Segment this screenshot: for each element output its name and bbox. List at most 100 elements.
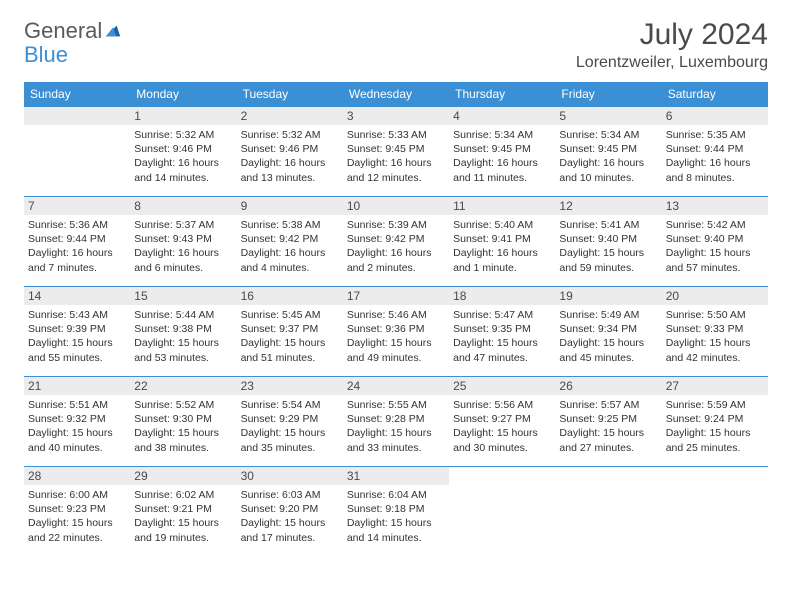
sunset-text: Sunset: 9:46 PM (134, 142, 232, 156)
sunset-text: Sunset: 9:30 PM (134, 412, 232, 426)
sunrise-text: Sunrise: 6:00 AM (28, 488, 126, 502)
day-info: Sunrise: 5:34 AMSunset: 9:45 PMDaylight:… (453, 128, 551, 185)
day-info: Sunrise: 6:04 AMSunset: 9:18 PMDaylight:… (347, 488, 445, 545)
day-number: 7 (24, 197, 130, 215)
day-info: Sunrise: 5:32 AMSunset: 9:46 PMDaylight:… (134, 128, 232, 185)
sunrise-text: Sunrise: 5:52 AM (134, 398, 232, 412)
daylight-text: Daylight: 16 hours and 12 minutes. (347, 156, 445, 184)
col-header: Saturday (662, 82, 768, 107)
daylight-text: Daylight: 16 hours and 11 minutes. (453, 156, 551, 184)
sunset-text: Sunset: 9:41 PM (453, 232, 551, 246)
sunrise-text: Sunrise: 5:33 AM (347, 128, 445, 142)
sunrise-text: Sunrise: 5:47 AM (453, 308, 551, 322)
daylight-text: Daylight: 16 hours and 1 minute. (453, 246, 551, 274)
day-cell: 23Sunrise: 5:54 AMSunset: 9:29 PMDayligh… (237, 377, 343, 467)
sunrise-text: Sunrise: 5:49 AM (559, 308, 657, 322)
day-info: Sunrise: 5:51 AMSunset: 9:32 PMDaylight:… (28, 398, 126, 455)
sunset-text: Sunset: 9:20 PM (241, 502, 339, 516)
sunset-text: Sunset: 9:29 PM (241, 412, 339, 426)
day-cell: 17Sunrise: 5:46 AMSunset: 9:36 PMDayligh… (343, 287, 449, 377)
day-cell (24, 107, 130, 197)
sunrise-text: Sunrise: 5:54 AM (241, 398, 339, 412)
sunset-text: Sunset: 9:37 PM (241, 322, 339, 336)
day-info: Sunrise: 5:37 AMSunset: 9:43 PMDaylight:… (134, 218, 232, 275)
day-cell: 28Sunrise: 6:00 AMSunset: 9:23 PMDayligh… (24, 467, 130, 557)
day-number: 10 (343, 197, 449, 215)
day-cell: 30Sunrise: 6:03 AMSunset: 9:20 PMDayligh… (237, 467, 343, 557)
week-row: 21 Sunrise: 5:51 AMSunset: 9:32 PMDayligh… (24, 377, 768, 467)
sunrise-text: Sunrise: 5:55 AM (347, 398, 445, 412)
day-number: 21 (24, 377, 130, 395)
daylight-text: Daylight: 15 hours and 59 minutes. (559, 246, 657, 274)
daylight-text: Daylight: 15 hours and 42 minutes. (666, 336, 764, 364)
day-number: 26 (555, 377, 661, 395)
daylight-text: Daylight: 16 hours and 10 minutes. (559, 156, 657, 184)
sunrise-text: Sunrise: 5:41 AM (559, 218, 657, 232)
day-number: 13 (662, 197, 768, 215)
logo: General (24, 18, 124, 44)
day-info: Sunrise: 5:56 AMSunset: 9:27 PMDaylight:… (453, 398, 551, 455)
logo-text-blue: Blue (24, 42, 68, 67)
day-cell (449, 467, 555, 557)
sunrise-text: Sunrise: 5:59 AM (666, 398, 764, 412)
day-cell: 25Sunrise: 5:56 AMSunset: 9:27 PMDayligh… (449, 377, 555, 467)
sunset-text: Sunset: 9:40 PM (666, 232, 764, 246)
header: General July 2024 Lorentzweiler, Luxembo… (24, 18, 768, 72)
day-number: 14 (24, 287, 130, 305)
week-row: 7Sunrise: 5:36 AMSunset: 9:44 PMDaylight… (24, 197, 768, 287)
day-cell: 4Sunrise: 5:34 AMSunset: 9:45 PMDaylight… (449, 107, 555, 197)
day-number: 27 (662, 377, 768, 395)
sunset-text: Sunset: 9:28 PM (347, 412, 445, 426)
col-header: Monday (130, 82, 236, 107)
day-cell: 10Sunrise: 5:39 AMSunset: 9:42 PMDayligh… (343, 197, 449, 287)
day-cell: 8Sunrise: 5:37 AMSunset: 9:43 PMDaylight… (130, 197, 236, 287)
sunrise-text: Sunrise: 5:57 AM (559, 398, 657, 412)
day-cell: 12Sunrise: 5:41 AMSunset: 9:40 PMDayligh… (555, 197, 661, 287)
daylight-text: Daylight: 15 hours and 55 minutes. (28, 336, 126, 364)
col-header: Tuesday (237, 82, 343, 107)
sunset-text: Sunset: 9:24 PM (666, 412, 764, 426)
day-cell: 27 Sunrise: 5:59 AMSunset: 9:24 PMDayligh… (662, 377, 768, 467)
calendar-body: 1Sunrise: 5:32 AMSunset: 9:46 PMDaylight… (24, 107, 768, 557)
sunrise-text: Sunrise: 5:42 AM (666, 218, 764, 232)
daylight-text: Daylight: 16 hours and 6 minutes. (134, 246, 232, 274)
day-cell: 13 Sunrise: 5:42 AMSunset: 9:40 PMDayligh… (662, 197, 768, 287)
logo-text-general: General (24, 18, 102, 44)
daylight-text: Daylight: 15 hours and 14 minutes. (347, 516, 445, 544)
day-number: 22 (130, 377, 236, 395)
day-number: 15 (130, 287, 236, 305)
sunset-text: Sunset: 9:32 PM (28, 412, 126, 426)
day-cell: 15 Sunrise: 5:44 AMSunset: 9:38 PMDayligh… (130, 287, 236, 377)
sunrise-text: Sunrise: 5:56 AM (453, 398, 551, 412)
day-number: 28 (24, 467, 130, 485)
sunset-text: Sunset: 9:45 PM (453, 142, 551, 156)
day-number: 31 (343, 467, 449, 485)
day-number: 24 (343, 377, 449, 395)
daylight-text: Daylight: 15 hours and 19 minutes. (134, 516, 232, 544)
daylight-text: Daylight: 15 hours and 40 minutes. (28, 426, 126, 454)
sunset-text: Sunset: 9:27 PM (453, 412, 551, 426)
sunset-text: Sunset: 9:44 PM (28, 232, 126, 246)
sunset-text: Sunset: 9:25 PM (559, 412, 657, 426)
day-info: Sunrise: 5:42 AMSunset: 9:40 PMDaylight:… (666, 218, 764, 275)
sunset-text: Sunset: 9:34 PM (559, 322, 657, 336)
day-cell: 21 Sunrise: 5:51 AMSunset: 9:32 PMDayligh… (24, 377, 130, 467)
sunrise-text: Sunrise: 6:02 AM (134, 488, 232, 502)
day-number: 29 (130, 467, 236, 485)
day-number: 6 (662, 107, 768, 125)
day-info: Sunrise: 5:44 AMSunset: 9:38 PMDaylight:… (134, 308, 232, 365)
sunrise-text: Sunrise: 5:34 AM (559, 128, 657, 142)
month-year-title: July 2024 (576, 18, 768, 52)
day-number: 2 (237, 107, 343, 125)
day-info: Sunrise: 5:59 AMSunset: 9:24 PMDaylight:… (666, 398, 764, 455)
sunset-text: Sunset: 9:39 PM (28, 322, 126, 336)
sunset-text: Sunset: 9:42 PM (347, 232, 445, 246)
col-header: Wednesday (343, 82, 449, 107)
calendar-table: Sunday Monday Tuesday Wednesday Thursday… (24, 82, 768, 557)
day-info: Sunrise: 5:41 AMSunset: 9:40 PMDaylight:… (559, 218, 657, 275)
daylight-text: Daylight: 15 hours and 22 minutes. (28, 516, 126, 544)
sunrise-text: Sunrise: 5:50 AM (666, 308, 764, 322)
daylight-text: Daylight: 15 hours and 17 minutes. (241, 516, 339, 544)
day-cell: 20Sunrise: 5:50 AMSunset: 9:33 PMDayligh… (662, 287, 768, 377)
day-info: Sunrise: 6:03 AMSunset: 9:20 PMDaylight:… (241, 488, 339, 545)
